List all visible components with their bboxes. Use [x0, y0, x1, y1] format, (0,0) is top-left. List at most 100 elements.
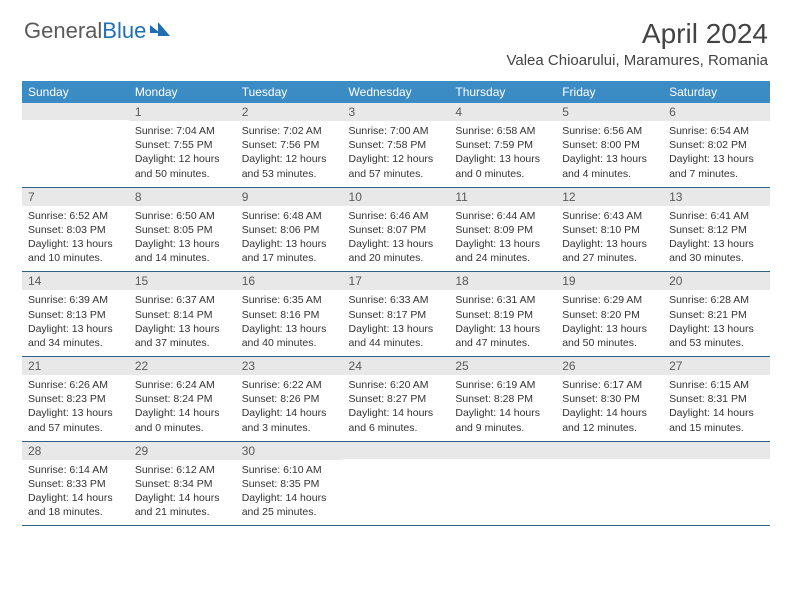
calendar-cell: 16Sunrise: 6:35 AMSunset: 8:16 PMDayligh…: [236, 272, 343, 357]
day-details: Sunrise: 6:37 AMSunset: 8:14 PMDaylight:…: [129, 290, 236, 356]
sunrise-text: Sunrise: 6:46 AM: [349, 209, 444, 223]
sunset-text: Sunset: 7:55 PM: [135, 138, 230, 152]
calendar-cell: [663, 441, 770, 526]
day-number: 26: [556, 357, 663, 375]
sunset-text: Sunset: 8:33 PM: [28, 477, 123, 491]
daylight-text: Daylight: 13 hours and 34 minutes.: [28, 322, 123, 350]
calendar-cell: 6Sunrise: 6:54 AMSunset: 8:02 PMDaylight…: [663, 103, 770, 187]
calendar-cell: [449, 441, 556, 526]
daylight-text: Daylight: 13 hours and 40 minutes.: [242, 322, 337, 350]
sunrise-text: Sunrise: 6:39 AM: [28, 293, 123, 307]
day-number: 24: [343, 357, 450, 375]
calendar-cell: 11Sunrise: 6:44 AMSunset: 8:09 PMDayligh…: [449, 187, 556, 272]
daylight-text: Daylight: 13 hours and 30 minutes.: [669, 237, 764, 265]
calendar-row: 7Sunrise: 6:52 AMSunset: 8:03 PMDaylight…: [22, 187, 770, 272]
logo: GeneralBlue: [24, 18, 170, 44]
day-details: Sunrise: 6:17 AMSunset: 8:30 PMDaylight:…: [556, 375, 663, 441]
day-details: [663, 459, 770, 517]
calendar-cell: 17Sunrise: 6:33 AMSunset: 8:17 PMDayligh…: [343, 272, 450, 357]
day-details: Sunrise: 6:22 AMSunset: 8:26 PMDaylight:…: [236, 375, 343, 441]
daylight-text: Daylight: 14 hours and 18 minutes.: [28, 491, 123, 519]
day-details: Sunrise: 7:04 AMSunset: 7:55 PMDaylight:…: [129, 121, 236, 187]
calendar-row: 21Sunrise: 6:26 AMSunset: 8:23 PMDayligh…: [22, 357, 770, 442]
day-number: [449, 442, 556, 459]
day-details: Sunrise: 6:58 AMSunset: 7:59 PMDaylight:…: [449, 121, 556, 187]
calendar-cell: 20Sunrise: 6:28 AMSunset: 8:21 PMDayligh…: [663, 272, 770, 357]
sunrise-text: Sunrise: 6:24 AM: [135, 378, 230, 392]
calendar-row: 1Sunrise: 7:04 AMSunset: 7:55 PMDaylight…: [22, 103, 770, 187]
sunset-text: Sunset: 7:59 PM: [455, 138, 550, 152]
day-number: 20: [663, 272, 770, 290]
calendar-cell: 21Sunrise: 6:26 AMSunset: 8:23 PMDayligh…: [22, 357, 129, 442]
day-number: [663, 442, 770, 459]
day-number: 22: [129, 357, 236, 375]
calendar-cell: 28Sunrise: 6:14 AMSunset: 8:33 PMDayligh…: [22, 441, 129, 526]
day-details: Sunrise: 6:41 AMSunset: 8:12 PMDaylight:…: [663, 206, 770, 272]
daylight-text: Daylight: 13 hours and 47 minutes.: [455, 322, 550, 350]
daylight-text: Daylight: 13 hours and 10 minutes.: [28, 237, 123, 265]
sunset-text: Sunset: 8:16 PM: [242, 308, 337, 322]
day-header: Thursday: [449, 81, 556, 103]
header: GeneralBlue April 2024 Valea Chioarului,…: [0, 0, 792, 77]
day-header: Friday: [556, 81, 663, 103]
daylight-text: Daylight: 13 hours and 20 minutes.: [349, 237, 444, 265]
day-number: 16: [236, 272, 343, 290]
sunset-text: Sunset: 8:19 PM: [455, 308, 550, 322]
day-details: Sunrise: 6:33 AMSunset: 8:17 PMDaylight:…: [343, 290, 450, 356]
day-details: Sunrise: 6:24 AMSunset: 8:24 PMDaylight:…: [129, 375, 236, 441]
calendar-cell: 14Sunrise: 6:39 AMSunset: 8:13 PMDayligh…: [22, 272, 129, 357]
day-details: Sunrise: 6:31 AMSunset: 8:19 PMDaylight:…: [449, 290, 556, 356]
sunrise-text: Sunrise: 6:15 AM: [669, 378, 764, 392]
month-title: April 2024: [506, 18, 768, 50]
sunrise-text: Sunrise: 6:44 AM: [455, 209, 550, 223]
day-details: Sunrise: 6:26 AMSunset: 8:23 PMDaylight:…: [22, 375, 129, 441]
daylight-text: Daylight: 12 hours and 57 minutes.: [349, 152, 444, 180]
sunset-text: Sunset: 8:20 PM: [562, 308, 657, 322]
day-number: 13: [663, 188, 770, 206]
sunrise-text: Sunrise: 6:10 AM: [242, 463, 337, 477]
calendar-cell: 29Sunrise: 6:12 AMSunset: 8:34 PMDayligh…: [129, 441, 236, 526]
sunset-text: Sunset: 8:03 PM: [28, 223, 123, 237]
sunrise-text: Sunrise: 7:02 AM: [242, 124, 337, 138]
calendar-cell: 23Sunrise: 6:22 AMSunset: 8:26 PMDayligh…: [236, 357, 343, 442]
calendar-cell: 2Sunrise: 7:02 AMSunset: 7:56 PMDaylight…: [236, 103, 343, 187]
daylight-text: Daylight: 12 hours and 53 minutes.: [242, 152, 337, 180]
daylight-text: Daylight: 12 hours and 50 minutes.: [135, 152, 230, 180]
day-details: Sunrise: 6:50 AMSunset: 8:05 PMDaylight:…: [129, 206, 236, 272]
sunrise-text: Sunrise: 7:00 AM: [349, 124, 444, 138]
day-header: Monday: [129, 81, 236, 103]
day-details: Sunrise: 6:48 AMSunset: 8:06 PMDaylight:…: [236, 206, 343, 272]
daylight-text: Daylight: 13 hours and 50 minutes.: [562, 322, 657, 350]
sunset-text: Sunset: 8:24 PM: [135, 392, 230, 406]
day-details: Sunrise: 6:29 AMSunset: 8:20 PMDaylight:…: [556, 290, 663, 356]
daylight-text: Daylight: 14 hours and 9 minutes.: [455, 406, 550, 434]
day-number: 8: [129, 188, 236, 206]
day-number: 28: [22, 442, 129, 460]
day-details: Sunrise: 6:10 AMSunset: 8:35 PMDaylight:…: [236, 460, 343, 526]
calendar-cell: 3 Sunrise: 7:00 AMSunset: 7:58 PMDaylight…: [343, 103, 450, 187]
calendar-cell: [343, 441, 450, 526]
sunset-text: Sunset: 8:34 PM: [135, 477, 230, 491]
calendar-cell: 5Sunrise: 6:56 AMSunset: 8:00 PMDaylight…: [556, 103, 663, 187]
day-details: [449, 459, 556, 517]
daylight-text: Daylight: 13 hours and 4 minutes.: [562, 152, 657, 180]
sunrise-text: Sunrise: 6:41 AM: [669, 209, 764, 223]
calendar-cell: 13Sunrise: 6:41 AMSunset: 8:12 PMDayligh…: [663, 187, 770, 272]
sunrise-text: Sunrise: 6:26 AM: [28, 378, 123, 392]
day-details: Sunrise: 6:44 AMSunset: 8:09 PMDaylight:…: [449, 206, 556, 272]
sunrise-text: Sunrise: 6:17 AM: [562, 378, 657, 392]
sunset-text: Sunset: 7:58 PM: [349, 138, 444, 152]
day-number: 23: [236, 357, 343, 375]
calendar-cell: 18Sunrise: 6:31 AMSunset: 8:19 PMDayligh…: [449, 272, 556, 357]
calendar-cell: 30Sunrise: 6:10 AMSunset: 8:35 PMDayligh…: [236, 441, 343, 526]
sunset-text: Sunset: 8:09 PM: [455, 223, 550, 237]
day-details: Sunrise: 6:15 AMSunset: 8:31 PMDaylight:…: [663, 375, 770, 441]
daylight-text: Daylight: 13 hours and 27 minutes.: [562, 237, 657, 265]
day-details: [343, 459, 450, 517]
day-details: Sunrise: 6:20 AMSunset: 8:27 PMDaylight:…: [343, 375, 450, 441]
sunset-text: Sunset: 8:12 PM: [669, 223, 764, 237]
day-details: Sunrise: 6:12 AMSunset: 8:34 PMDaylight:…: [129, 460, 236, 526]
day-number: 3: [343, 103, 450, 121]
calendar-cell: 10Sunrise: 6:46 AMSunset: 8:07 PMDayligh…: [343, 187, 450, 272]
sunrise-text: Sunrise: 6:43 AM: [562, 209, 657, 223]
